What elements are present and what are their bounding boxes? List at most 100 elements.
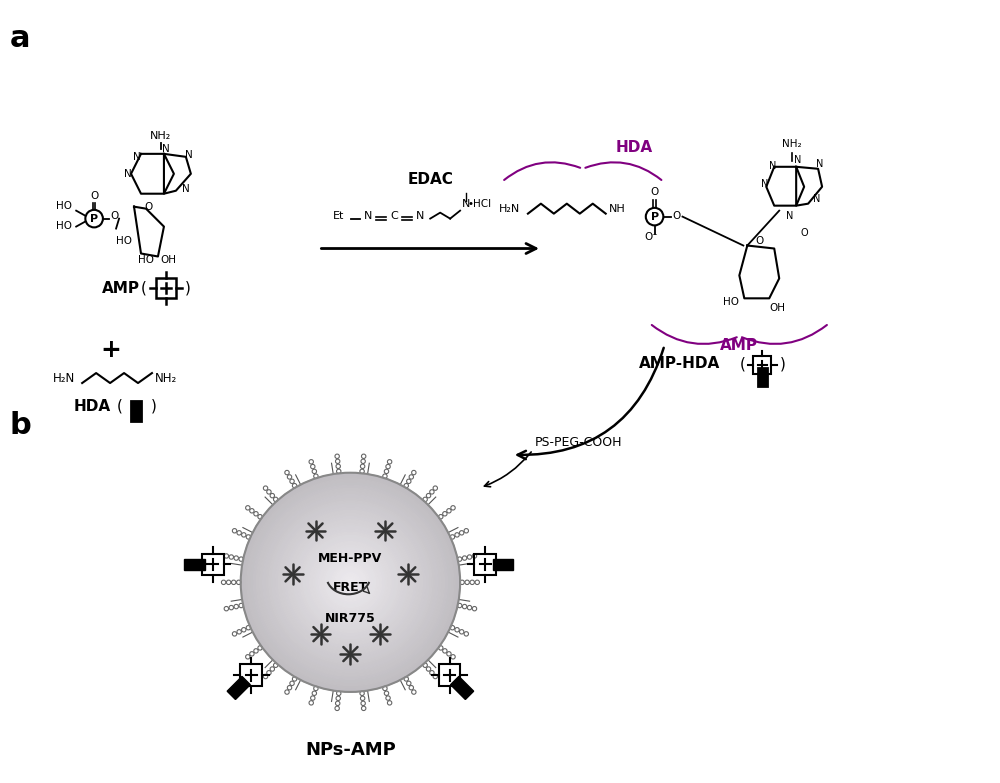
Bar — [202, 554, 224, 576]
Circle shape — [335, 567, 366, 598]
Text: OH: OH — [160, 255, 176, 265]
Circle shape — [250, 482, 451, 683]
Text: AMP: AMP — [102, 281, 140, 296]
Polygon shape — [227, 677, 250, 699]
Text: ): ) — [780, 356, 786, 371]
Circle shape — [275, 507, 426, 658]
Text: MEH-PPV: MEH-PPV — [318, 552, 383, 565]
Text: H₂N: H₂N — [53, 372, 75, 384]
Circle shape — [244, 476, 457, 689]
Text: ): ) — [185, 281, 191, 296]
Text: OH: OH — [769, 303, 785, 313]
Text: Et: Et — [333, 211, 344, 221]
Circle shape — [263, 495, 438, 670]
Text: P: P — [90, 214, 98, 224]
Text: N: N — [185, 150, 193, 160]
Text: (: ( — [739, 356, 745, 371]
Text: N: N — [162, 144, 170, 154]
Text: •HCl: •HCl — [468, 199, 492, 208]
Text: PS-PEG-COOH: PS-PEG-COOH — [535, 436, 622, 449]
Circle shape — [338, 570, 363, 595]
Circle shape — [344, 576, 357, 589]
Circle shape — [322, 554, 379, 611]
Text: NH: NH — [609, 204, 626, 214]
Polygon shape — [493, 558, 513, 570]
Polygon shape — [451, 677, 474, 699]
Circle shape — [313, 545, 388, 620]
Text: O: O — [110, 211, 118, 221]
Text: N: N — [416, 211, 424, 221]
Text: O: O — [672, 211, 681, 221]
Text: (: ( — [117, 399, 123, 414]
Circle shape — [319, 551, 382, 614]
Bar — [131, 401, 141, 421]
Text: NH₂: NH₂ — [150, 131, 172, 141]
Text: O: O — [650, 186, 659, 197]
Circle shape — [316, 548, 385, 617]
Circle shape — [256, 489, 444, 677]
Circle shape — [297, 529, 404, 636]
Polygon shape — [184, 558, 205, 570]
Circle shape — [247, 479, 454, 686]
Text: HO: HO — [116, 236, 132, 246]
Circle shape — [269, 501, 432, 664]
Bar — [240, 665, 262, 686]
Bar — [439, 665, 460, 686]
Text: NH₂: NH₂ — [155, 372, 177, 384]
Text: H₂N: H₂N — [499, 204, 521, 214]
Text: NH₂: NH₂ — [782, 139, 802, 149]
Text: O: O — [755, 236, 763, 246]
Bar — [758, 368, 767, 386]
Text: HDA: HDA — [616, 140, 653, 155]
Text: N: N — [786, 211, 793, 221]
Text: N: N — [182, 184, 190, 193]
Circle shape — [278, 511, 423, 655]
Bar — [474, 554, 496, 576]
Circle shape — [253, 485, 448, 680]
Text: AMP-HDA: AMP-HDA — [639, 356, 720, 371]
Circle shape — [341, 573, 360, 592]
Text: N: N — [133, 152, 141, 162]
Circle shape — [310, 542, 391, 623]
Circle shape — [266, 498, 435, 667]
Text: N: N — [124, 169, 132, 179]
Circle shape — [325, 557, 375, 608]
Text: FRET: FRET — [333, 581, 368, 594]
Bar — [753, 356, 771, 374]
Circle shape — [347, 579, 354, 586]
Text: HDA: HDA — [74, 399, 111, 414]
Text: (: ( — [141, 281, 147, 296]
Text: EDAC: EDAC — [407, 171, 453, 186]
Circle shape — [241, 473, 460, 692]
Text: a: a — [9, 24, 30, 53]
Text: b: b — [9, 411, 31, 440]
Text: HO: HO — [138, 255, 154, 265]
Text: ): ) — [151, 399, 157, 414]
Bar — [156, 279, 176, 298]
Circle shape — [332, 564, 369, 601]
Circle shape — [285, 517, 416, 648]
Text: AMP: AMP — [720, 338, 758, 353]
Text: O: O — [90, 191, 98, 200]
Circle shape — [288, 520, 413, 645]
Text: N: N — [794, 155, 802, 164]
Text: N: N — [816, 159, 824, 169]
Circle shape — [272, 504, 429, 661]
Circle shape — [307, 539, 394, 626]
Text: P: P — [651, 211, 659, 222]
Circle shape — [260, 492, 441, 673]
Text: NPs-AMP: NPs-AMP — [305, 741, 396, 759]
Text: NIR775: NIR775 — [325, 612, 376, 625]
Circle shape — [646, 207, 663, 226]
Text: HO: HO — [723, 298, 739, 307]
Circle shape — [303, 536, 397, 630]
Circle shape — [291, 523, 410, 642]
Text: +: + — [101, 338, 122, 363]
Text: N: N — [813, 193, 821, 204]
Text: N: N — [761, 179, 768, 189]
Text: N: N — [364, 211, 373, 221]
Circle shape — [300, 532, 401, 633]
Circle shape — [281, 514, 419, 651]
Text: N: N — [769, 161, 776, 171]
Text: N: N — [462, 199, 470, 208]
